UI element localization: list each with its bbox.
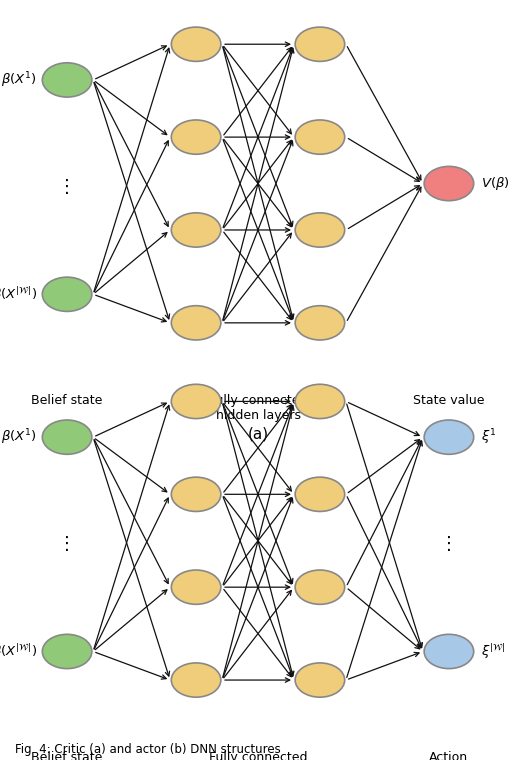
Text: Belief state: Belief state xyxy=(31,394,103,407)
Text: Action
probability
parameters: Action probability parameters xyxy=(413,752,485,760)
Circle shape xyxy=(171,213,221,247)
Text: Fully connected
hidden layers: Fully connected hidden layers xyxy=(209,752,307,760)
Circle shape xyxy=(295,213,345,247)
Circle shape xyxy=(171,27,221,62)
Circle shape xyxy=(295,477,345,511)
Circle shape xyxy=(42,63,92,97)
Circle shape xyxy=(424,420,474,454)
Circle shape xyxy=(295,120,345,154)
Circle shape xyxy=(424,166,474,201)
Circle shape xyxy=(42,420,92,454)
Text: $\beta(X^1)$: $\beta(X^1)$ xyxy=(2,70,37,90)
Text: $\xi^{|\mathcal{W}|}$: $\xi^{|\mathcal{W}|}$ xyxy=(481,642,506,661)
Circle shape xyxy=(295,306,345,340)
Text: $\xi^1$: $\xi^1$ xyxy=(481,427,497,447)
Circle shape xyxy=(171,663,221,697)
Text: Fully connected
hidden layers: Fully connected hidden layers xyxy=(209,394,307,423)
Text: (a): (a) xyxy=(248,426,268,442)
Text: Belief state: Belief state xyxy=(31,752,103,760)
Text: ⋮: ⋮ xyxy=(440,535,458,553)
Circle shape xyxy=(42,277,92,312)
Text: $V(\beta)$: $V(\beta)$ xyxy=(481,175,510,192)
Text: ⋮: ⋮ xyxy=(58,178,76,196)
Circle shape xyxy=(171,306,221,340)
Text: $\beta(X^{|\mathcal{W}|})$: $\beta(X^{|\mathcal{W}|})$ xyxy=(0,642,37,661)
Text: Fig. 4: Critic (a) and actor (b) DNN structures: Fig. 4: Critic (a) and actor (b) DNN str… xyxy=(15,743,281,756)
Circle shape xyxy=(424,635,474,669)
Circle shape xyxy=(171,385,221,419)
Text: $\beta(X^{|\mathcal{W}|})$: $\beta(X^{|\mathcal{W}|})$ xyxy=(0,285,37,304)
Text: $\beta(X^1)$: $\beta(X^1)$ xyxy=(2,427,37,447)
Circle shape xyxy=(171,477,221,511)
Circle shape xyxy=(295,570,345,604)
Text: ⋮: ⋮ xyxy=(58,535,76,553)
Circle shape xyxy=(295,27,345,62)
Circle shape xyxy=(171,120,221,154)
Text: State value: State value xyxy=(413,394,485,407)
Circle shape xyxy=(42,635,92,669)
Circle shape xyxy=(295,663,345,697)
Circle shape xyxy=(295,385,345,419)
Circle shape xyxy=(171,570,221,604)
